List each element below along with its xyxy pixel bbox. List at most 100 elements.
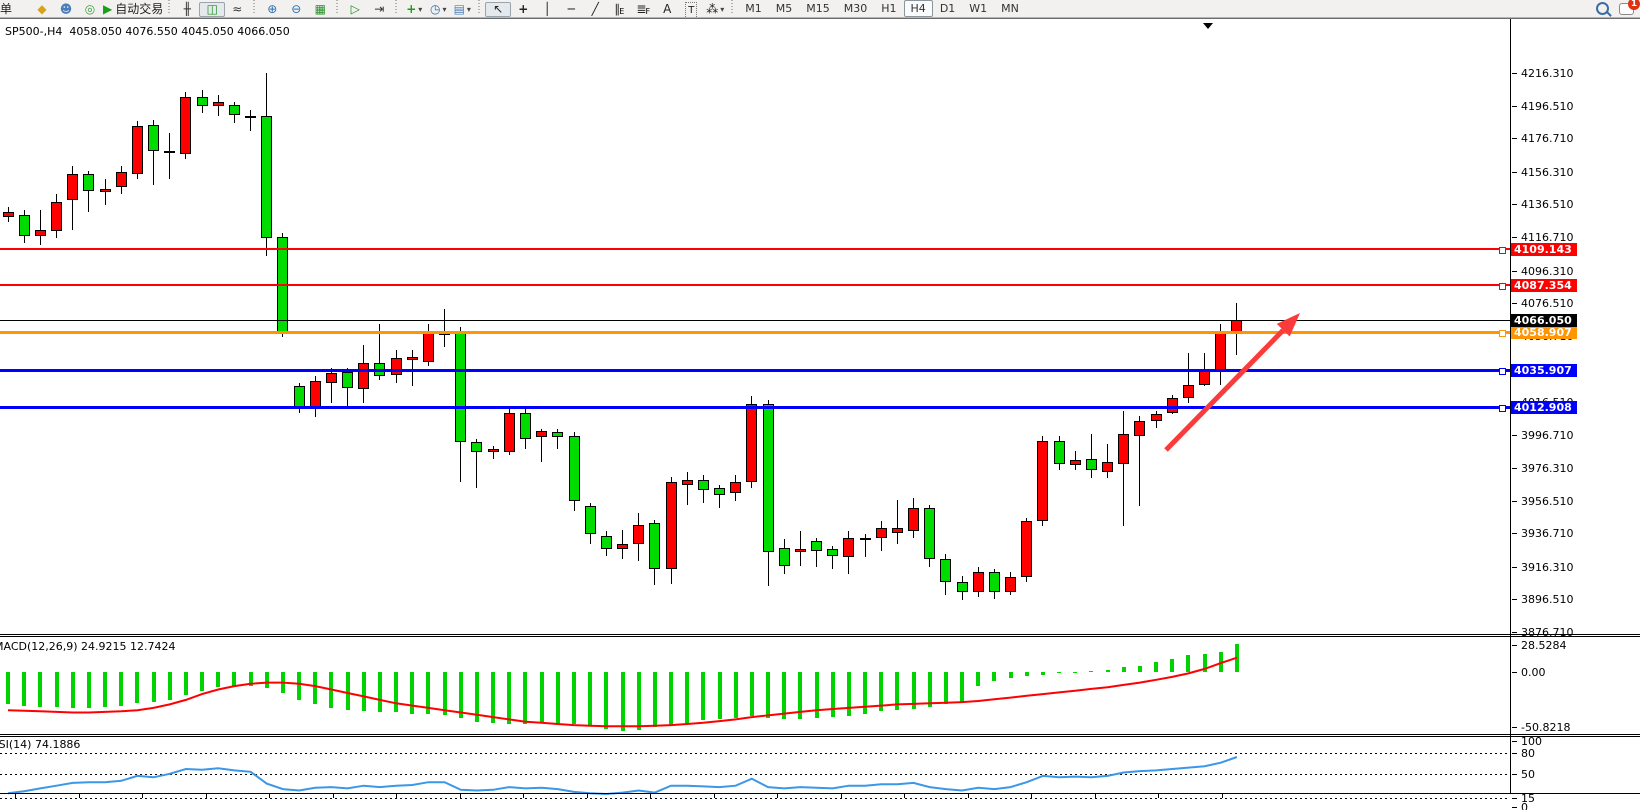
toolbar-right: 1: [1596, 0, 1640, 15]
timeframe-m5[interactable]: M5: [775, 2, 793, 15]
templates-icon[interactable]: ▤ ▾: [453, 1, 471, 16]
candle: [988, 572, 1000, 593]
candle: [487, 448, 499, 453]
timeframe-m1[interactable]: M1: [745, 2, 762, 15]
candle: [584, 506, 596, 535]
toolbar-separator: [252, 0, 258, 13]
time-axis-tick: [840, 794, 842, 798]
candle: [406, 356, 418, 360]
ohlc-bars-icon[interactable]: ╫: [183, 1, 191, 16]
toolbar-separator: [394, 0, 400, 13]
horizontal-line-object[interactable]: [0, 248, 1510, 251]
candle: [1134, 420, 1146, 436]
macd-histogram-bar: [572, 672, 576, 724]
macd-axis-tick: [1512, 727, 1517, 728]
scroll-end-marker-icon[interactable]: [1203, 23, 1213, 29]
timeframe-w1[interactable]: W1: [969, 2, 988, 15]
candle: [212, 101, 224, 107]
time-axis-tick: [777, 794, 778, 798]
new-order-icon[interactable]: ◆: [37, 1, 47, 16]
orders-label: 订单: [0, 2, 13, 16]
fibonacci-icon[interactable]: ≣ F: [636, 1, 651, 17]
price-line-tag: 4035.907: [1511, 363, 1577, 377]
horizontal-line-object[interactable]: [0, 406, 1510, 410]
macd-histogram-bar: [555, 672, 560, 723]
timeframe-h1[interactable]: H1: [881, 2, 897, 15]
timeframe-h4[interactable]: H4: [903, 0, 933, 17]
candle: [746, 404, 758, 482]
macd-histogram-bar: [814, 672, 819, 719]
line-handle[interactable]: [1499, 367, 1506, 375]
price-axis-label: 4136.510: [1521, 198, 1574, 212]
bid-price-line: [0, 320, 1510, 322]
trendline-icon[interactable]: ╱: [591, 1, 599, 16]
candle-wick: [896, 499, 898, 545]
tile-windows-icon[interactable]: ▦: [314, 1, 326, 16]
auto-scroll-icon[interactable]: ▷: [350, 1, 360, 16]
candle: [617, 544, 628, 550]
horizontal-line-object[interactable]: [0, 330, 1510, 334]
time-axis-tick: [78, 794, 80, 798]
rsi-line: [7, 756, 1238, 796]
macd-histogram-bar: [798, 672, 803, 720]
horizontal-line-icon[interactable]: ─: [567, 1, 575, 16]
crosshair-icon[interactable]: +: [518, 1, 529, 16]
macd-histogram-bar: [264, 672, 269, 689]
panel-separator: [0, 793, 1640, 794]
horizontal-line-object[interactable]: [0, 368, 1510, 372]
text-icon[interactable]: A: [663, 1, 672, 16]
line-handle[interactable]: [1499, 329, 1506, 337]
macd-histogram-bar: [474, 672, 479, 722]
orders-button[interactable]: 订单: [0, 0, 26, 17]
macd-axis-label: 0.00: [1521, 666, 1546, 680]
macd-histogram-bar: [442, 672, 447, 715]
cursor-icon[interactable]: ↖: [485, 1, 512, 17]
toolbar-separator: [167, 0, 173, 13]
dropdown-caret-icon[interactable]: ▾: [418, 4, 423, 14]
vertical-line-icon[interactable]: │: [543, 1, 551, 16]
timeframe-m15[interactable]: M15: [806, 2, 830, 15]
autotrading-icon[interactable]: ▶ 自动交易: [103, 1, 164, 16]
candle: [342, 371, 354, 388]
dropdown-caret-icon[interactable]: ▾: [442, 4, 447, 14]
line-handle[interactable]: [1499, 282, 1506, 290]
macd-histogram-bar: [410, 672, 415, 714]
timeframe-m30[interactable]: M30: [843, 2, 868, 15]
candle: [552, 432, 564, 438]
search-icon[interactable]: [1596, 1, 1609, 15]
horizontal-line-object[interactable]: [0, 284, 1510, 287]
chat-icon[interactable]: 1: [1619, 0, 1640, 15]
candle: [665, 481, 677, 569]
macd-histogram-bar: [701, 672, 706, 721]
indicators-icon[interactable]: + ▾: [406, 1, 423, 16]
price-axis-label: 3976.310: [1521, 462, 1574, 476]
line-handle[interactable]: [1499, 405, 1506, 413]
line-handle[interactable]: [1499, 246, 1506, 254]
line-chart-icon[interactable]: ≈: [232, 1, 243, 16]
price-axis-tick: [1512, 270, 1517, 272]
periods-icon[interactable]: ◷ ▾: [430, 1, 447, 16]
dropdown-caret-icon[interactable]: ▾: [720, 4, 725, 14]
macd-histogram-bar: [636, 672, 641, 730]
rsi-axis-tick: [1512, 741, 1517, 742]
dropdown-caret-icon[interactable]: ▾: [466, 4, 471, 14]
macd-histogram-bar: [361, 672, 366, 712]
text-label-icon[interactable]: T: [679, 1, 703, 19]
zoom-in-icon[interactable]: ⊕: [267, 1, 278, 16]
alerts-icon[interactable]: ◎: [84, 1, 96, 16]
timeframe-mn[interactable]: MN: [1001, 2, 1019, 15]
chart-window[interactable]: SP500-,H4 4058.050 4076.550 4045.050 406…: [0, 18, 1640, 810]
candle: [245, 115, 257, 118]
timeframe-d1[interactable]: D1: [939, 2, 956, 15]
candle: [600, 536, 612, 550]
macd-histogram-bar: [652, 672, 657, 728]
macd-histogram-bar: [70, 672, 75, 708]
channel-icon[interactable]: ∥ E: [614, 1, 625, 17]
macd-label: MACD(12,26,9) 24.9215 12.7424: [0, 640, 176, 653]
zoom-out-icon[interactable]: ⊖: [291, 1, 302, 16]
candlestick-chart-icon[interactable]: ◫: [199, 1, 226, 17]
chart-shift-icon[interactable]: ⇥: [374, 1, 385, 16]
accounts-icon[interactable]: ☻: [59, 1, 73, 16]
candle-wick: [799, 531, 801, 566]
shapes-icon[interactable]: ⁂ ▾: [706, 1, 725, 16]
